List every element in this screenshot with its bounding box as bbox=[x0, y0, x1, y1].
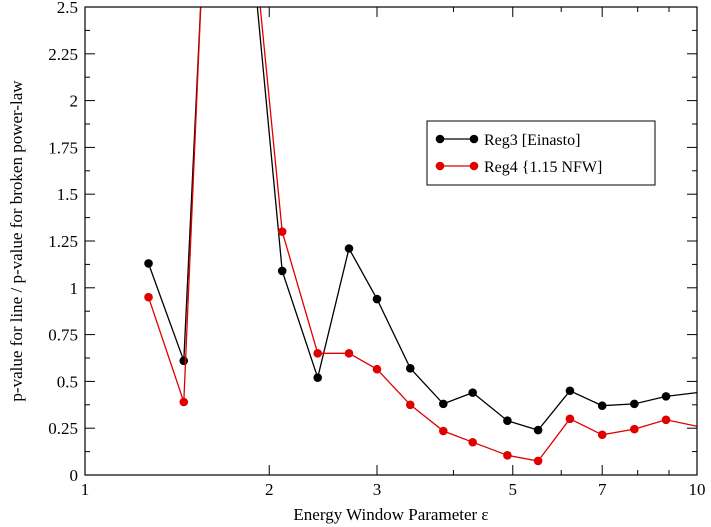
legend-label: Reg4 {1.15 NFW] bbox=[484, 159, 602, 176]
y-tick-label: 0.5 bbox=[57, 372, 78, 391]
x-axis-label: Energy Window Parameter ε bbox=[293, 505, 488, 524]
y-tick-label: 0.25 bbox=[48, 419, 78, 438]
x-tick-label: 10 bbox=[689, 480, 706, 499]
tick-labels: 1 2 3 5 7 10 0 0.25 0.5 0.75 1 1.25 1.5 1.75 2 2.25 2.5 bbox=[48, 0, 705, 499]
series-1-point bbox=[661, 392, 671, 401]
series-1-point bbox=[372, 294, 382, 304]
legend-box bbox=[426, 120, 656, 186]
series-2-point bbox=[468, 437, 477, 447]
series-1-point bbox=[439, 399, 448, 409]
series-2-point bbox=[144, 292, 153, 302]
plot-frame bbox=[84, 6, 698, 476]
x-tick-label: 3 bbox=[373, 480, 382, 499]
series-2-point bbox=[503, 451, 512, 460]
legend-swatch-marker bbox=[435, 134, 445, 144]
series-1-point bbox=[179, 356, 189, 366]
x-tick-label: 7 bbox=[598, 480, 607, 499]
series-2-point bbox=[439, 426, 448, 436]
series-2-point bbox=[630, 424, 639, 434]
series-line-1 bbox=[147, 7, 697, 431]
series-2-point bbox=[372, 364, 382, 374]
series-1-point bbox=[503, 416, 512, 426]
y-tick-label: 0.75 bbox=[48, 326, 78, 345]
series-layer bbox=[144, 7, 697, 466]
series-1-point bbox=[630, 399, 639, 409]
y-tick-label: 2.5 bbox=[57, 0, 78, 17]
series-1-point bbox=[597, 401, 607, 411]
series-2-point bbox=[344, 349, 354, 358]
y-axis-label: p-value for line / p-value for broken po… bbox=[7, 80, 26, 402]
y-tick-label: 2 bbox=[70, 92, 79, 111]
x-tick-label: 5 bbox=[509, 480, 518, 499]
y-tick-label: 1.25 bbox=[48, 232, 78, 251]
x-tick-label: 1 bbox=[81, 480, 90, 499]
series-1-point bbox=[405, 363, 415, 373]
series-1-point bbox=[344, 244, 354, 253]
series-2-point bbox=[277, 227, 287, 236]
series-1-point bbox=[144, 259, 153, 268]
series-2-point bbox=[597, 430, 607, 440]
series-1-point bbox=[533, 425, 543, 435]
series-1-point bbox=[565, 386, 575, 396]
y-tick-label: 1 bbox=[70, 279, 79, 298]
series-2-point bbox=[405, 400, 415, 410]
y-tick-label: 1.75 bbox=[48, 138, 78, 157]
series-2-point bbox=[565, 414, 575, 424]
legend-label: Reg3 [Einasto] bbox=[484, 132, 580, 149]
series-2-point bbox=[661, 415, 671, 425]
legend-swatch-marker bbox=[469, 161, 479, 171]
series-1-point bbox=[468, 388, 477, 397]
series-1-point bbox=[277, 266, 287, 276]
legend: Reg3 [Einasto] Reg4 {1.15 NFW] bbox=[426, 120, 656, 186]
series-2-point bbox=[313, 349, 322, 358]
series-line-2 bbox=[147, 7, 697, 462]
y-tick-label: 2.25 bbox=[48, 45, 78, 64]
y-tick-label: 1.5 bbox=[57, 185, 78, 204]
x-tick-label: 2 bbox=[265, 480, 274, 499]
legend-swatch-marker bbox=[469, 134, 479, 144]
series-2-point bbox=[179, 397, 189, 407]
legend-swatch-marker bbox=[435, 161, 445, 171]
y-tick-label: 0 bbox=[70, 466, 79, 485]
series-1-point bbox=[313, 373, 322, 382]
series-2-point bbox=[533, 456, 543, 466]
